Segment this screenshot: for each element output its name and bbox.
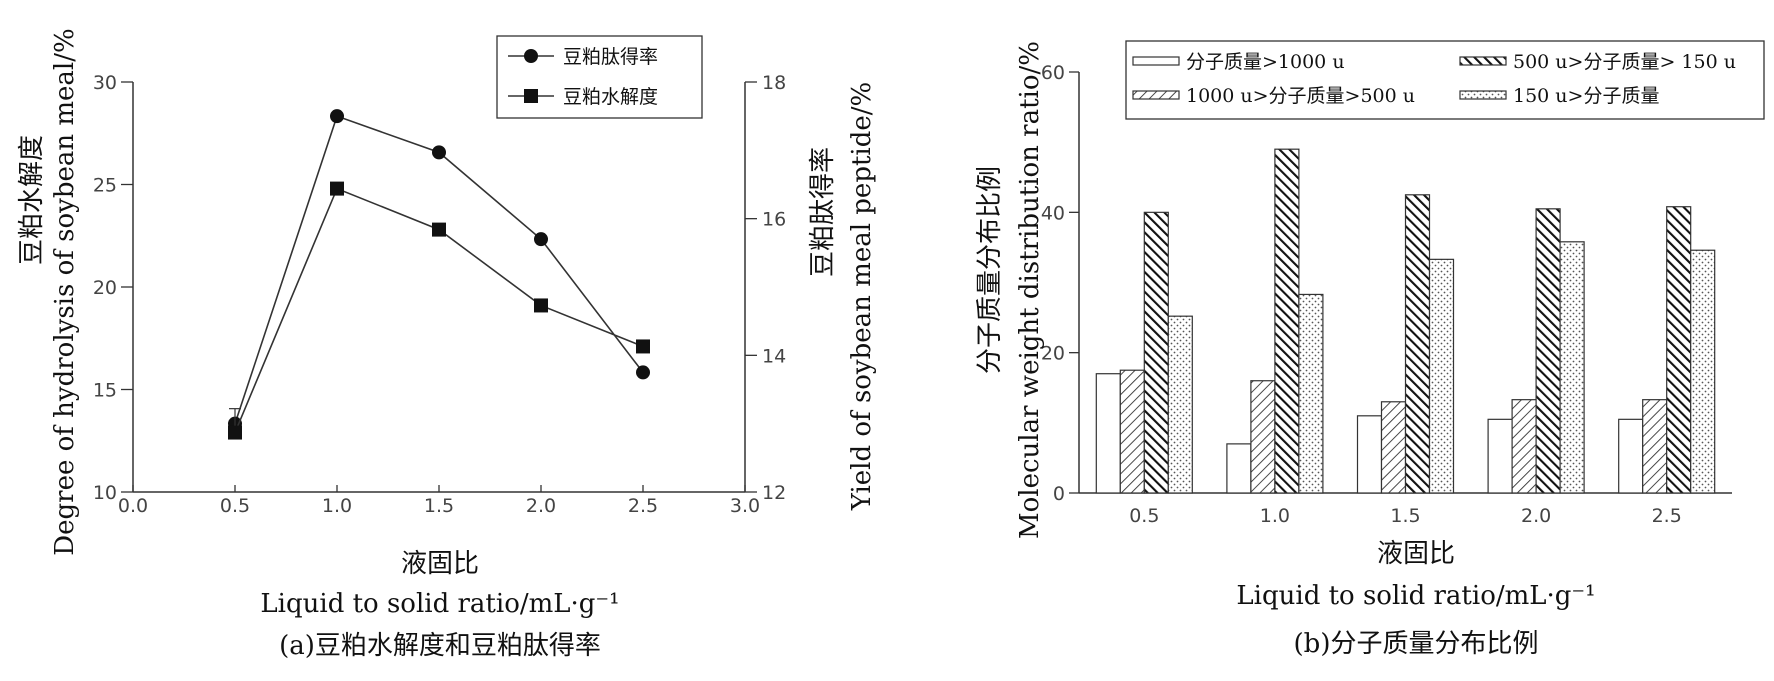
legend-circle-marker: [524, 49, 538, 63]
hydrolysis-point: [636, 339, 650, 354]
legend-label-peptide: 豆粕肽得率: [563, 46, 658, 68]
x-tick-label: 0.0: [118, 495, 148, 517]
hydrolysis-point: [534, 298, 548, 313]
legend-label-500-1000: 1000 u>分子质量>500 u: [1186, 85, 1415, 107]
left-y-tick-label: 15: [93, 380, 117, 402]
x-tick-label: 0.5: [220, 495, 250, 517]
bar-lt150: [1298, 293, 1324, 494]
left-y-tick-label: 30: [93, 72, 117, 94]
peptide-yield-point: [330, 109, 344, 124]
bar-lt150: [1428, 258, 1455, 494]
right-y-tick-label: 12: [762, 482, 786, 504]
left-y-tick-label: 25: [93, 175, 117, 197]
x-tick-label: 0.5: [1129, 505, 1159, 527]
y-label-cn: 分子质量分布比例: [975, 166, 1005, 374]
bar-150-500: [1404, 194, 1431, 494]
right-y-tick-label: 16: [762, 209, 786, 231]
legend-swatch-dark-hatch: [1459, 56, 1507, 66]
line-chart-panel: 0.0 0.5 1.0 1.5 2.0 2.5 3.0 10 15 20 25 30 12 14 16 1…: [17, 28, 877, 661]
peptide-yield-point: [636, 365, 650, 380]
legend: 分子质量>1000 u 1000 u>分子质量>500 u 500 u>分子质量…: [1125, 40, 1765, 120]
hydrolysis-point: [330, 181, 344, 196]
legend-box: [1125, 40, 1765, 120]
x-label-en: Liquid to solid ratio/mL·g⁻¹: [260, 589, 619, 619]
x-tick-label: 1.0: [1260, 505, 1290, 527]
x-tick-label: 1.5: [424, 495, 454, 517]
bar-150-500: [1666, 206, 1692, 494]
bar-gt1000: [1487, 418, 1513, 494]
x-tick-label: 3.0: [730, 495, 760, 517]
bar-150-500: [1274, 148, 1300, 494]
legend-square-marker: [524, 89, 538, 103]
x-tick-label: 2.0: [1521, 505, 1551, 527]
legend-label-hydrolysis: 豆粕水解度: [563, 86, 658, 108]
bar-500-1000: [1380, 401, 1407, 494]
hydrolysis-point: [228, 425, 242, 440]
left-y-label-en: Degree of hydrolysis of soybean meal/%: [50, 28, 80, 555]
x-tick-label: 2.5: [628, 495, 658, 517]
bar-lt150: [1690, 249, 1716, 494]
bar-gt1000: [1226, 443, 1252, 494]
x-tick-label: 2.5: [1652, 505, 1682, 527]
bar-500-1000: [1511, 399, 1537, 494]
y-tick-label: 0: [1053, 483, 1065, 505]
bar-lt150: [1559, 241, 1585, 494]
x-tick-label: 1.5: [1390, 505, 1420, 527]
bar-gt1000: [1356, 415, 1383, 494]
bar-500-1000: [1119, 369, 1145, 494]
bar-lt150: [1167, 315, 1193, 494]
bar-chart-panel: 0 20 40 60 0.5 1.0 1.5 2.0 2.5 分子质量>1000 u 1000…: [975, 40, 1765, 659]
x-tick-label: 1.0: [322, 495, 352, 517]
legend-label-lt150: 150 u>分子质量: [1513, 85, 1659, 107]
y-tick-label: 40: [1041, 202, 1065, 224]
peptide-yield-point: [432, 145, 446, 160]
left-y-tick-label: 10: [93, 482, 117, 504]
x-tick-label: 2.0: [526, 495, 556, 517]
right-y-tick-label: 14: [762, 345, 786, 367]
bar-500-1000: [1642, 399, 1668, 494]
legend-swatch-light-hatch: [1132, 90, 1180, 100]
bar-gt1000: [1618, 418, 1644, 494]
bar-150-500: [1535, 208, 1561, 494]
peptide-yield-line: [234, 115, 644, 424]
legend-swatch-dots: [1459, 90, 1507, 100]
bar-150-500: [1143, 211, 1169, 494]
right-y-tick-label: 18: [762, 72, 786, 94]
legend-label-gt1000: 分子质量>1000 u: [1186, 51, 1345, 73]
panel-caption-b: (b)分子质量分布比例: [1294, 629, 1539, 659]
bar-500-1000: [1250, 380, 1276, 494]
x-label-cn: 液固比: [1377, 539, 1455, 569]
right-y-label-cn: 豆粕肽得率: [808, 147, 838, 277]
hydrolysis-point: [432, 222, 446, 237]
left-y-label-cn: 豆粕水解度: [17, 135, 47, 265]
bar-gt1000: [1095, 373, 1121, 494]
right-y-label-en: Yield of soybean meal peptide/%: [847, 82, 877, 511]
panel-caption-a: (a)豆粕水解度和豆粕肽得率: [279, 631, 601, 661]
y-tick-label: 60: [1041, 62, 1065, 84]
legend-label-150-500: 500 u>分子质量> 150 u: [1513, 51, 1736, 73]
y-label-en: Molecular weight distribution ratio/%: [1015, 41, 1045, 539]
legend: 豆粕肽得率 豆粕水解度: [496, 35, 703, 119]
legend-swatch-white: [1132, 56, 1180, 66]
y-tick-label: 20: [1041, 343, 1065, 365]
x-label-en: Liquid to solid ratio/mL·g⁻¹: [1236, 581, 1595, 611]
peptide-yield-point: [534, 232, 548, 247]
left-y-tick-label: 20: [93, 277, 117, 299]
x-label-cn: 液固比: [401, 549, 479, 579]
